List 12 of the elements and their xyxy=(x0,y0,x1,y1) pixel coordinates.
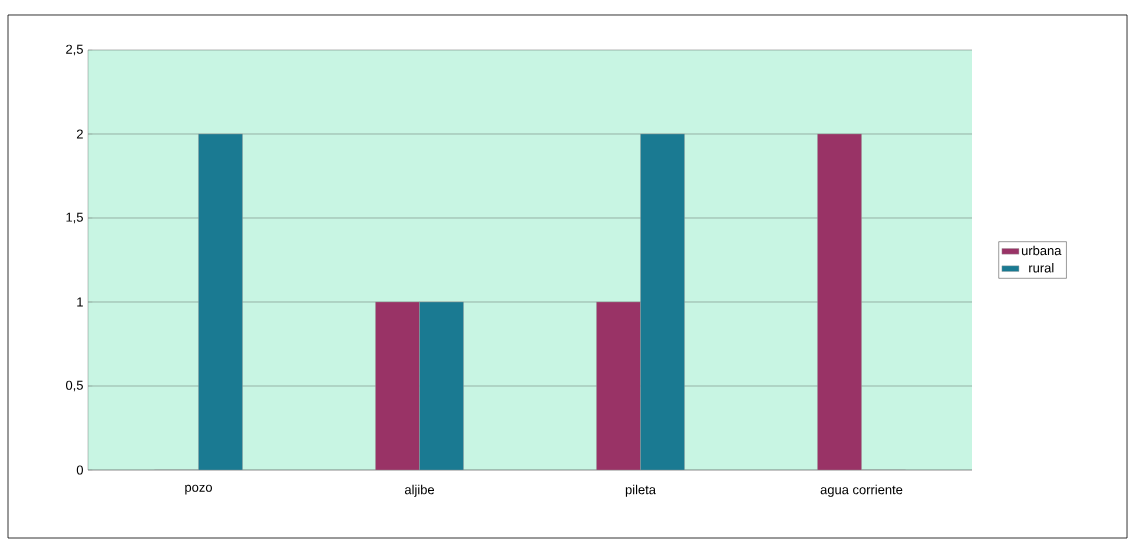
x-tick-label: aljibe xyxy=(404,484,435,497)
x-tick-label: pileta xyxy=(625,484,656,497)
x-tick-label: agua corriente xyxy=(820,484,903,497)
y-tick-label: 2,5 xyxy=(66,44,83,56)
legend-label: urbana xyxy=(1021,245,1062,256)
y-tick-label: 1,5 xyxy=(66,212,83,224)
x-tick-label: pozo xyxy=(185,484,212,495)
y-tick-label: 0 xyxy=(76,465,83,475)
y-tick-label: 2 xyxy=(76,129,83,139)
y-tick-label: 1 xyxy=(77,297,83,307)
y-tick-label: 0,5 xyxy=(65,380,83,392)
legend-label: rural xyxy=(1029,262,1054,273)
